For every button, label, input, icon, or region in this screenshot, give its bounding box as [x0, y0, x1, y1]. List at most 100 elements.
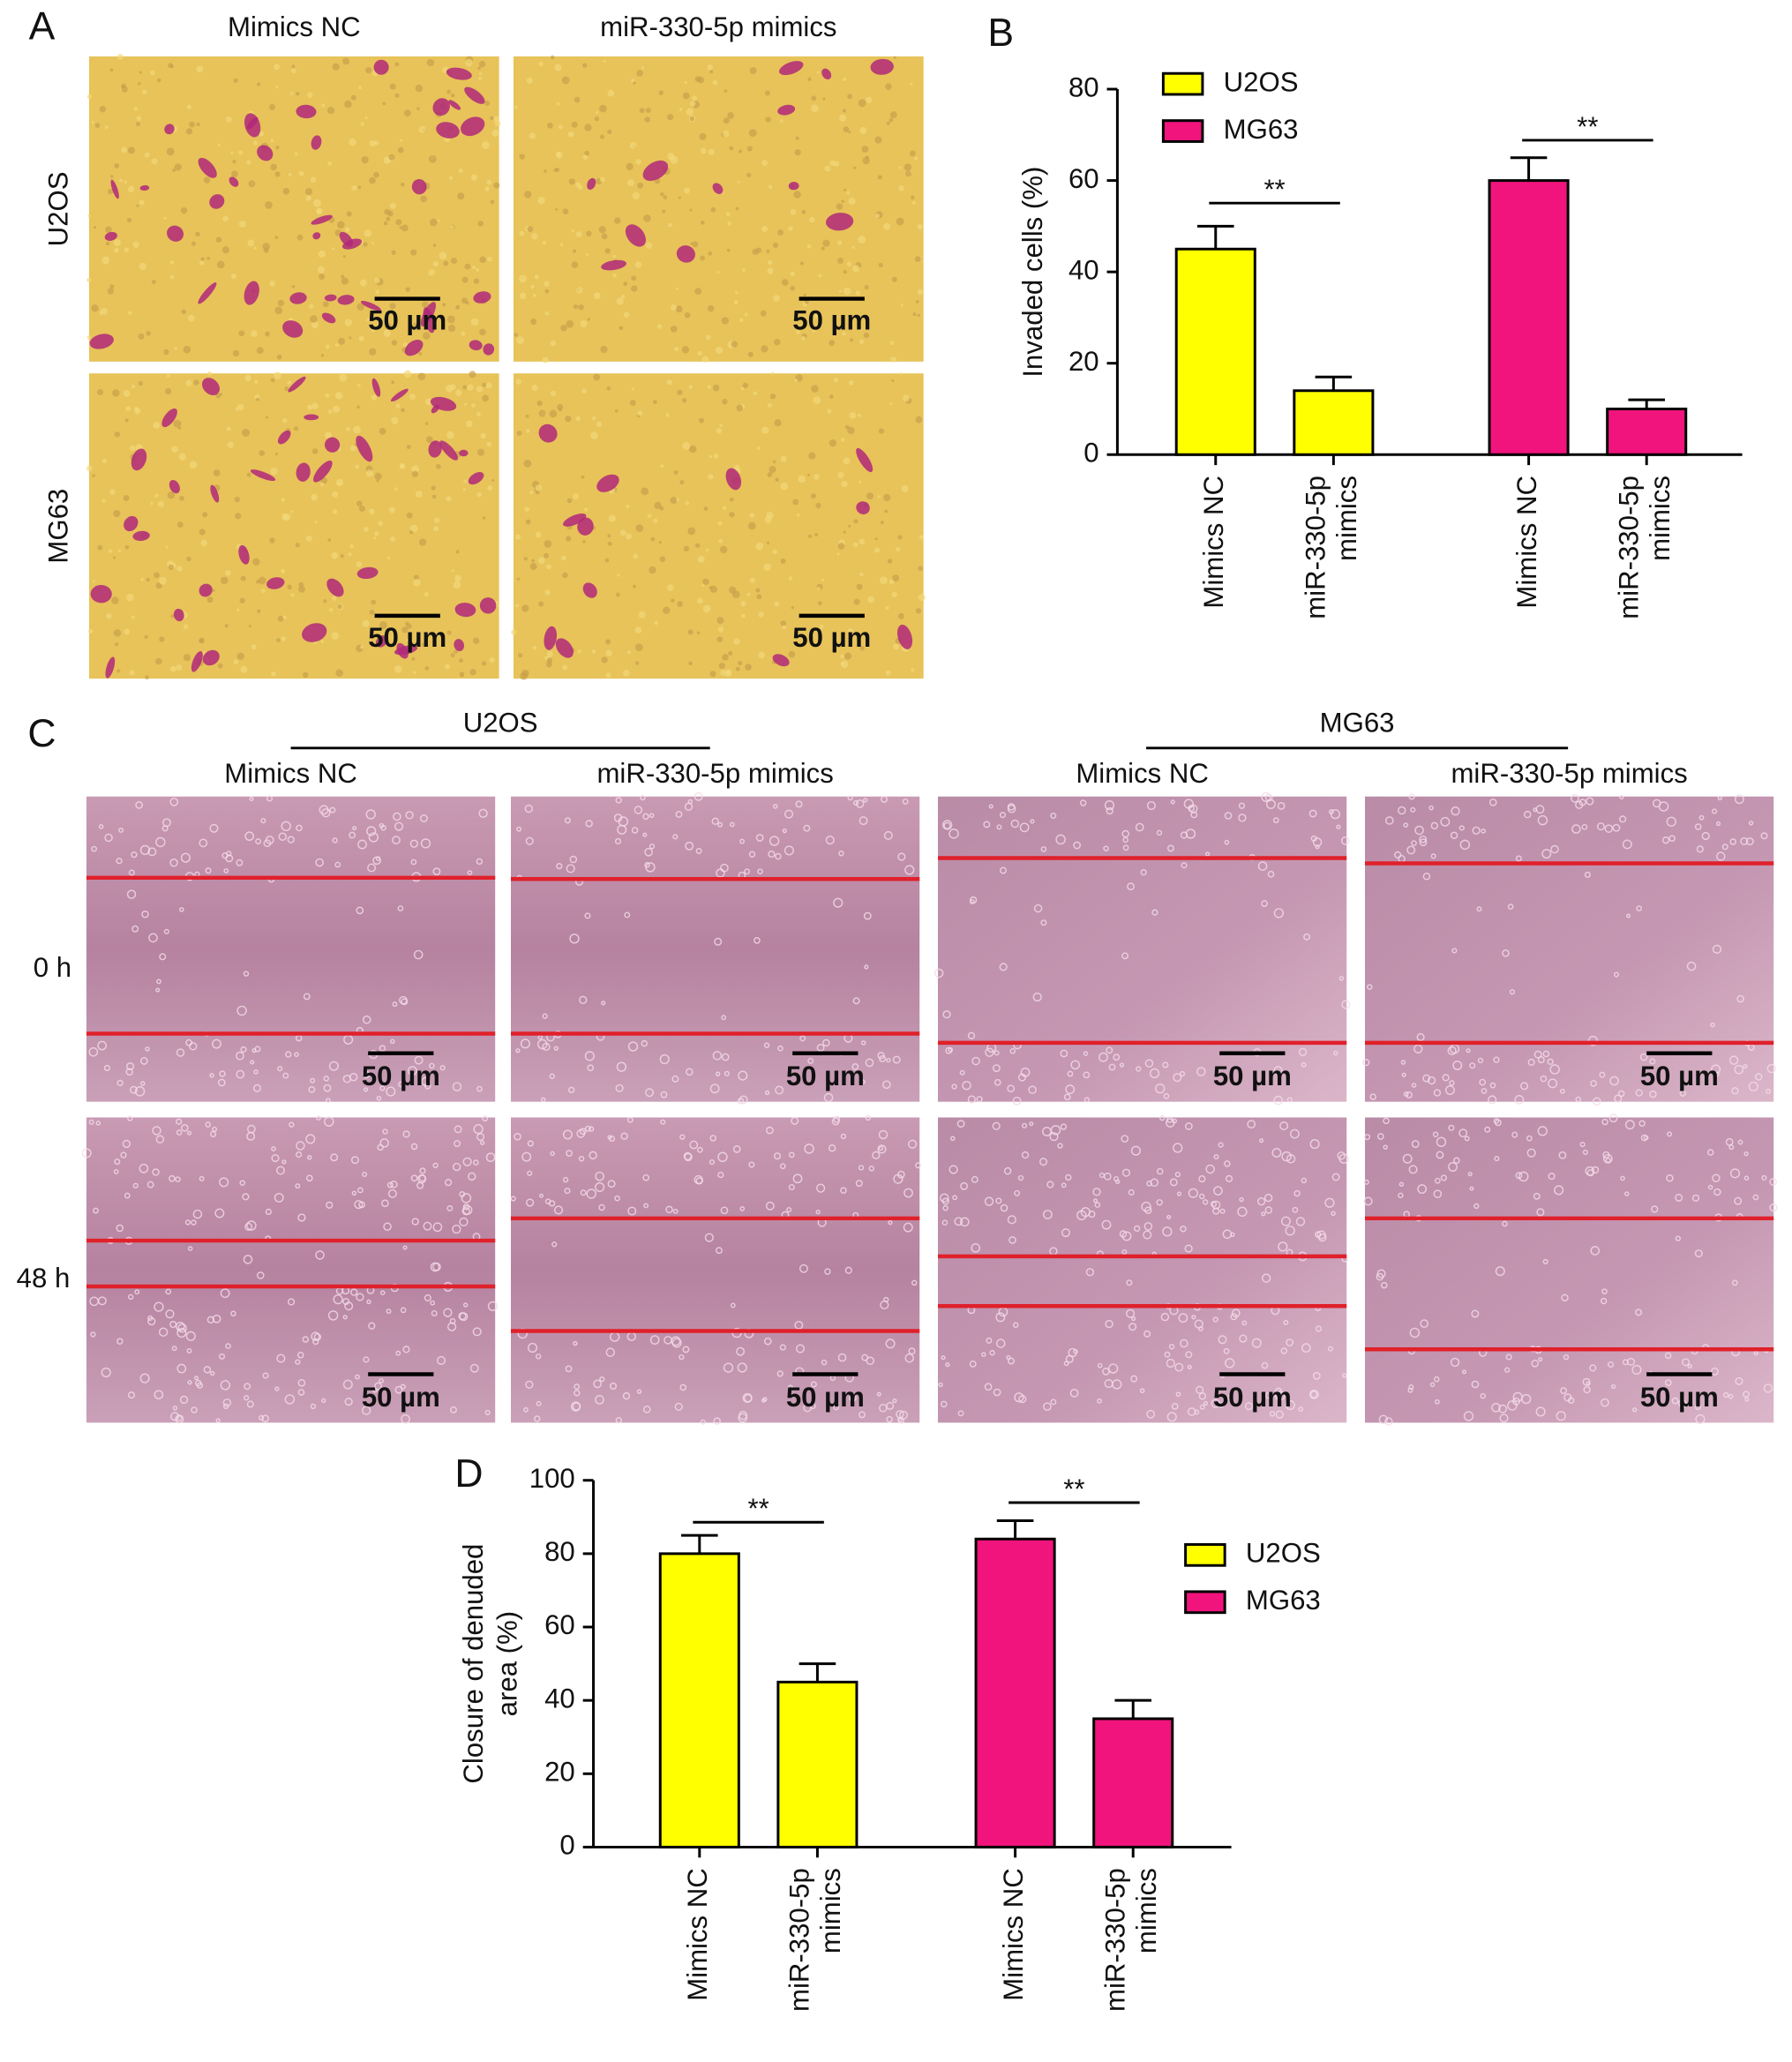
texture [746, 592, 751, 596]
x-tick-label: miR-330-5pmimics [1100, 1868, 1163, 2012]
cell [1518, 1171, 1529, 1182]
texture [349, 544, 354, 549]
texture [287, 584, 292, 590]
texture [114, 247, 119, 253]
texture [626, 162, 634, 170]
cell [379, 1045, 386, 1052]
cell [1009, 1048, 1016, 1054]
cell [1063, 1361, 1069, 1367]
texture [688, 661, 693, 665]
texture [154, 493, 159, 498]
cell [116, 858, 123, 865]
texture [253, 246, 257, 250]
cell [540, 1097, 546, 1103]
cell [1752, 1194, 1759, 1201]
cell [1113, 1053, 1121, 1061]
cell [155, 1135, 165, 1144]
texture [544, 589, 551, 596]
cell [450, 1406, 457, 1413]
texture [305, 195, 311, 201]
cell [672, 834, 679, 840]
texture [665, 413, 670, 417]
row-label: MG63 [43, 489, 74, 564]
texture [476, 386, 484, 393]
texture [878, 428, 885, 434]
cell [1226, 1394, 1233, 1401]
x-tick-label: Mimics NC [998, 1868, 1029, 2001]
texture [670, 326, 678, 333]
stained-cell [454, 603, 476, 618]
cell [1622, 1359, 1629, 1366]
texture [708, 251, 713, 256]
cell [566, 1150, 573, 1157]
cell [1173, 1143, 1183, 1153]
cell [1050, 812, 1057, 819]
texture [269, 280, 275, 287]
cell [236, 859, 244, 866]
cell [297, 1213, 306, 1222]
texture [586, 253, 589, 256]
cell [134, 1289, 140, 1295]
cell [1315, 844, 1320, 850]
cell [1515, 855, 1522, 862]
cell [165, 1309, 175, 1319]
texture [469, 371, 476, 379]
texture [885, 670, 891, 676]
texture [837, 240, 843, 245]
texture [239, 597, 245, 604]
texture [688, 445, 697, 454]
cell [1666, 816, 1676, 827]
cell [1156, 829, 1163, 836]
texture [595, 110, 599, 115]
cell [1433, 1089, 1442, 1097]
cell [1136, 1066, 1142, 1072]
texture [550, 390, 557, 396]
cell [1488, 798, 1497, 806]
cell [1166, 1214, 1172, 1219]
texture [578, 304, 584, 311]
texture [399, 226, 402, 229]
texture [290, 92, 294, 95]
texture [364, 526, 369, 532]
cell [569, 855, 578, 864]
cell [1083, 1051, 1089, 1056]
cell [400, 1383, 406, 1390]
stained-cell [461, 116, 485, 137]
texture [848, 131, 851, 134]
cell [544, 1198, 551, 1204]
cell [1286, 1154, 1296, 1164]
stained-cell [625, 224, 646, 247]
texture [101, 499, 106, 503]
cell [1590, 1080, 1597, 1087]
cell [1312, 1371, 1321, 1380]
cell [199, 838, 208, 848]
texture [688, 385, 693, 389]
texture [643, 214, 651, 222]
cell [1144, 1206, 1152, 1214]
stained-cell [428, 440, 442, 458]
texture [811, 385, 819, 393]
texture [366, 318, 371, 322]
texture [472, 266, 476, 269]
texture [795, 136, 799, 140]
texture [738, 149, 742, 154]
cell [882, 1080, 891, 1090]
cell [642, 1406, 651, 1413]
texture [424, 422, 429, 425]
cell [1272, 817, 1279, 824]
cell [1238, 802, 1246, 809]
texture [788, 576, 793, 581]
texture [185, 379, 192, 386]
texture [154, 572, 160, 579]
texture [843, 270, 848, 274]
texture [755, 247, 762, 253]
texture [119, 178, 124, 183]
texture [529, 132, 536, 139]
cell [1537, 1126, 1548, 1136]
texture [649, 566, 656, 574]
texture [749, 577, 755, 583]
x-tick-label: miR-330-5pmimics [1301, 476, 1363, 619]
texture [338, 337, 345, 345]
cell [574, 1390, 581, 1397]
cell [1398, 1181, 1405, 1187]
